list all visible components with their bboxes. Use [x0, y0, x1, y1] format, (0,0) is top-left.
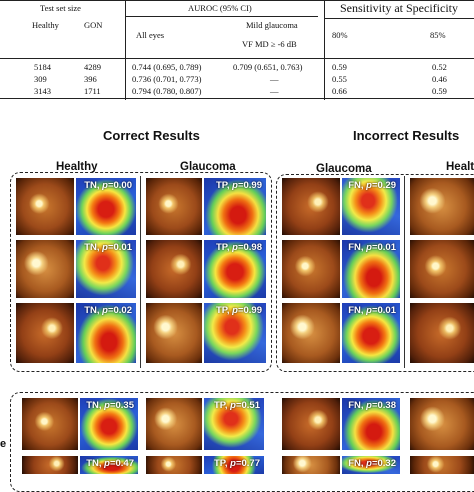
prediction-label: TP, p=0.51 — [213, 400, 260, 411]
incorrect-results-panel — [276, 174, 474, 372]
row-1-gon: 4289 — [84, 62, 101, 72]
fundus-image — [410, 178, 474, 235]
row-3-s80: 0.66 — [332, 86, 347, 96]
prediction-label: TP, p=0.77 — [213, 458, 260, 469]
heatmap-image: TP, p=0.77 — [204, 456, 264, 474]
prediction-label: FN, p=0.32 — [348, 458, 396, 469]
header-spec-85: 85% — [430, 30, 446, 40]
prediction-label: FN, p=0.01 — [348, 242, 396, 253]
fundus-image — [16, 303, 74, 363]
heatmap-image: FN, p=0.38 — [342, 398, 400, 450]
prediction-label: FN, p=0.29 — [348, 180, 396, 191]
fundus-image — [282, 398, 340, 450]
healthy-right-column-title: Healt — [446, 161, 474, 173]
prediction-label: TN, p=0.47 — [86, 458, 134, 469]
header-test-set-size: Test set size — [40, 3, 81, 13]
row-2-s85: 0.46 — [432, 74, 447, 84]
row-1-s80: 0.59 — [332, 62, 347, 72]
side-label: e — [0, 438, 7, 450]
prediction-label: TN, p=0.02 — [84, 305, 132, 316]
row-3-all-eyes: 0.794 (0.780, 0.807) — [132, 86, 202, 96]
heatmap-image: TN, p=0.01 — [76, 240, 136, 298]
fundus-image — [22, 456, 78, 474]
healthy-column-title: Healthy — [56, 161, 98, 173]
incorrect-results-title: Incorrect Results — [353, 128, 460, 143]
row-2-healthy: 309 — [34, 74, 47, 84]
header-spec-80: 80% — [332, 30, 348, 40]
fundus-image — [282, 456, 340, 474]
header-vf-md: VF MD ≥ -6 dB — [242, 39, 297, 49]
heatmap-image: TN, p=0.00 — [76, 178, 136, 235]
header-healthy: Healthy — [32, 20, 59, 30]
fundus-image — [16, 178, 74, 235]
prediction-label: FN, p=0.38 — [348, 400, 396, 411]
row-3-gon: 1711 — [84, 86, 101, 96]
row-1-healthy: 5184 — [34, 62, 51, 72]
header-gon: GON — [84, 20, 103, 30]
fundus-image — [410, 456, 474, 474]
prediction-label: TN, p=0.01 — [84, 242, 132, 253]
heatmap-image: TN, p=0.02 — [76, 303, 136, 363]
header-all-eyes: All eyes — [136, 30, 165, 40]
heatmap-image: FN, p=0.32 — [342, 456, 400, 474]
row-3-healthy: 3143 — [34, 86, 51, 96]
heatmap-image: TP, p=0.98 — [204, 240, 266, 298]
row-1-all-eyes: 0.744 (0.695, 0.789) — [132, 62, 202, 72]
header-auroc: AUROC (95% CI) — [188, 3, 252, 13]
fundus-image — [410, 303, 474, 363]
panel-divider — [404, 176, 405, 368]
row-3-s85: 0.59 — [432, 86, 447, 96]
prediction-label: TN, p=0.00 — [84, 180, 132, 191]
heatmap-image: TP, p=0.51 — [204, 398, 264, 450]
glaucoma-right-column-title: Glaucoma — [316, 163, 372, 175]
fundus-image — [282, 303, 340, 363]
row-2-all-eyes: 0.736 (0.701, 0.773) — [132, 74, 202, 84]
prediction-label: TP, p=0.98 — [215, 242, 262, 253]
correct-results-panel — [10, 172, 272, 372]
fundus-image — [22, 398, 78, 450]
results-table: Test set size AUROC (95% CI) Sensitivity… — [0, 0, 474, 100]
heatmap-image: TP, p=0.99 — [204, 303, 266, 363]
heatmap-image: TN, p=0.35 — [80, 398, 138, 450]
fundus-image — [282, 178, 340, 235]
panel-divider — [140, 176, 141, 368]
heatmap-image: FN, p=0.01 — [342, 240, 400, 298]
prediction-label: FN, p=0.01 — [348, 305, 396, 316]
fundus-image — [410, 240, 474, 298]
row-2-s80: 0.55 — [332, 74, 347, 84]
prediction-label: TP, p=0.99 — [215, 180, 262, 191]
fundus-image — [410, 398, 474, 450]
fundus-image — [146, 303, 202, 363]
fundus-image — [146, 240, 202, 298]
row-2-mild: — — [270, 74, 279, 84]
row-1-s85: 0.52 — [432, 62, 447, 72]
row-1-mild: 0.709 (0.651, 0.763) — [233, 62, 303, 72]
header-sensitivity: Sensitivity at Specificity — [340, 1, 458, 15]
heatmap-image: FN, p=0.29 — [342, 178, 400, 235]
prediction-label: TP, p=0.99 — [215, 305, 262, 316]
fundus-image — [282, 240, 340, 298]
fundus-image — [16, 240, 74, 298]
glaucoma-column-title: Glaucoma — [180, 161, 236, 173]
fundus-image — [146, 398, 202, 450]
row-3-mild: — — [270, 86, 279, 96]
row-2-gon: 396 — [84, 74, 97, 84]
prediction-label: TN, p=0.35 — [86, 400, 134, 411]
heatmap-image: FN, p=0.01 — [342, 303, 400, 363]
fundus-image — [146, 456, 202, 474]
heatmap-image: TP, p=0.99 — [204, 178, 266, 235]
heatmap-image: TN, p=0.47 — [80, 456, 138, 474]
correct-results-title: Correct Results — [103, 128, 200, 143]
header-mild-glaucoma: Mild glaucoma — [246, 20, 298, 30]
fundus-image — [146, 178, 202, 235]
